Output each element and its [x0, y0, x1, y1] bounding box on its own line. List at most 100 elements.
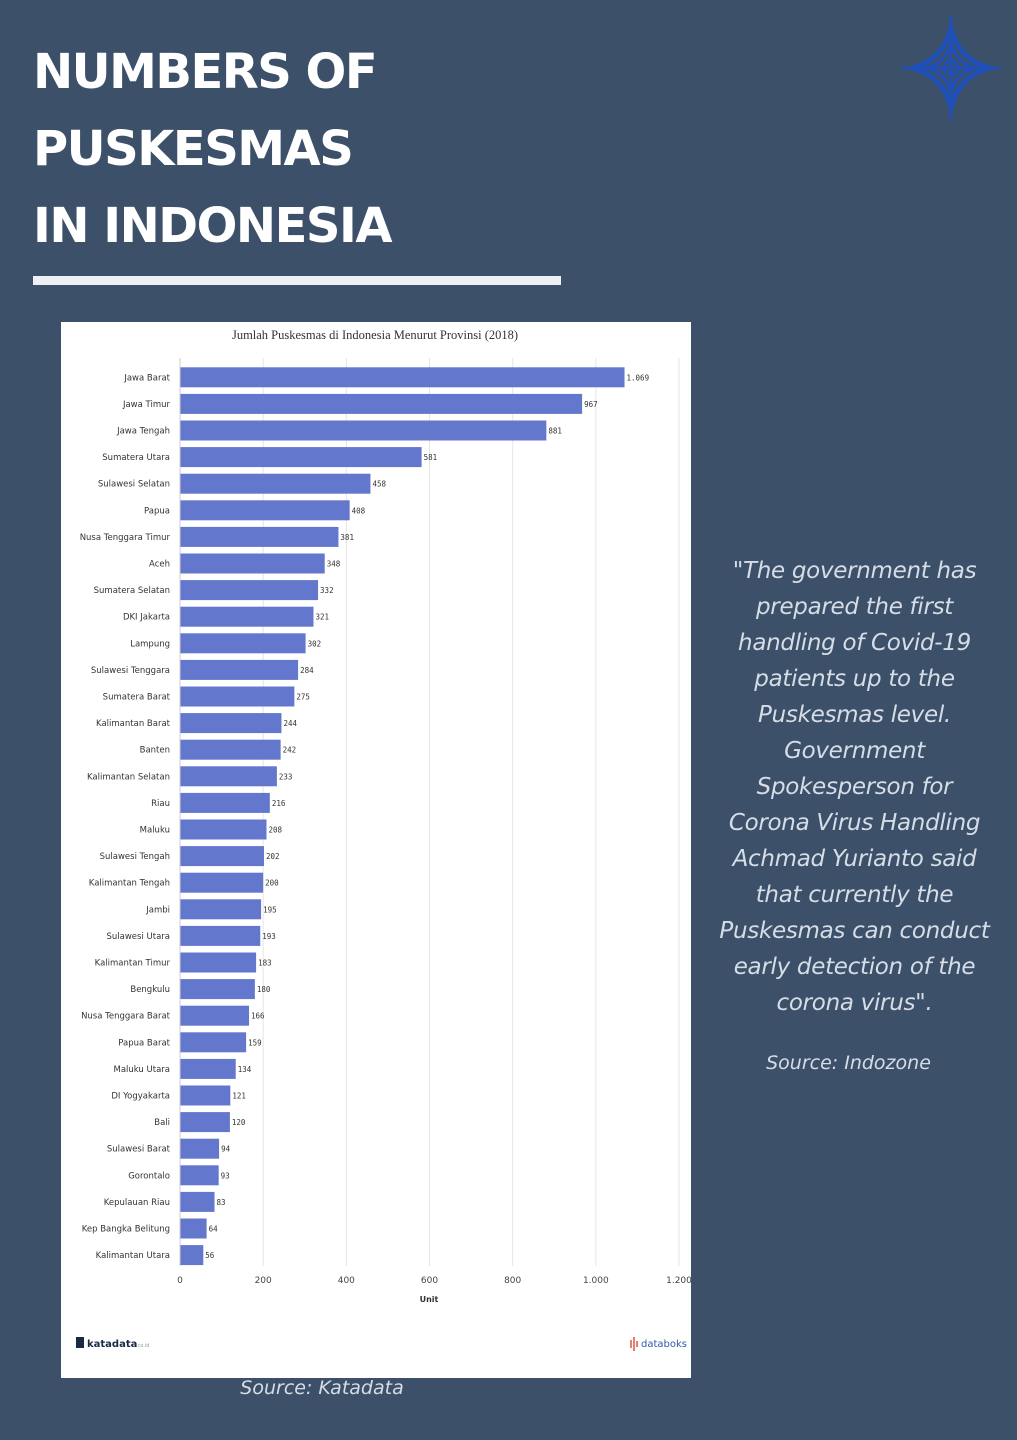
value-label: 83: [217, 1198, 226, 1207]
value-label: 193: [262, 932, 276, 941]
bar: [180, 1005, 250, 1026]
category-label: Maluku Utara: [113, 1065, 170, 1075]
quote-line: Puskesmas can conduct: [719, 918, 990, 944]
value-label: 967: [584, 400, 598, 409]
bar-chart: Jumlah Puskesmas di Indonesia Menurut Pr…: [76, 328, 691, 1351]
title-divider: [33, 276, 561, 285]
katadata-suffix: .co.id: [136, 1343, 149, 1349]
bar: [180, 952, 257, 973]
x-tick-label: 200: [255, 1276, 272, 1286]
category-label: Sulawesi Tengah: [100, 852, 170, 862]
value-label: 93: [221, 1171, 230, 1180]
category-label: Banten: [140, 746, 170, 756]
category-label: Jawa Timur: [122, 400, 171, 410]
value-label: 458: [372, 480, 386, 489]
x-tick-label: 400: [338, 1276, 355, 1286]
quote-line: early detection of the: [733, 954, 976, 980]
value-label: 244: [283, 719, 297, 728]
quote-line: patients up to the: [754, 666, 955, 692]
x-axis-label: Unit: [420, 1295, 439, 1304]
quote-line: Achmad Yurianto said: [732, 846, 977, 872]
category-label: Kalimantan Selatan: [87, 772, 170, 782]
value-label: 180: [257, 985, 271, 994]
x-tick-label: 800: [504, 1276, 521, 1286]
bar: [180, 1032, 247, 1053]
category-label: Sumatera Selatan: [94, 586, 170, 596]
value-label: 381: [340, 533, 354, 542]
value-label: 208: [268, 826, 282, 835]
x-tick-label: 1.000: [583, 1276, 609, 1286]
bar: [180, 1191, 215, 1212]
value-label: 581: [424, 453, 438, 462]
category-label: Maluku: [140, 826, 170, 836]
bar: [180, 473, 371, 494]
category-label: Sulawesi Selatan: [98, 480, 170, 490]
value-label: 233: [279, 772, 293, 781]
value-label: 202: [266, 852, 280, 861]
title-line-1: NUMBERS OF: [33, 44, 378, 100]
bar: [180, 1138, 220, 1159]
bar: [180, 500, 350, 521]
value-label: 321: [315, 613, 329, 622]
bar: [180, 1165, 219, 1186]
value-label: 1.069: [627, 373, 650, 382]
value-label: 134: [238, 1065, 252, 1074]
bar: [180, 766, 277, 787]
bar: [180, 393, 583, 414]
value-label: 302: [308, 639, 322, 648]
bar: [180, 1085, 231, 1106]
title-line-3: IN INDONESIA: [33, 198, 392, 254]
category-label: Jambi: [145, 905, 170, 915]
value-label: 200: [265, 879, 279, 888]
category-label: Nusa Tenggara Barat: [81, 1012, 171, 1022]
value-label: 183: [258, 959, 272, 968]
quote-line: "The government has: [732, 558, 977, 584]
bar: [180, 872, 264, 893]
x-tick-label: 1.200: [666, 1276, 691, 1286]
databoks-logo: databoks: [630, 1337, 687, 1351]
value-label: 166: [251, 1012, 265, 1021]
value-label: 195: [263, 905, 277, 914]
category-label: Lampung: [130, 639, 170, 649]
category-label: Papua: [144, 506, 170, 516]
quote-line: handling of Covid-19: [738, 630, 971, 656]
quote-source: Source: Indozone: [766, 1052, 931, 1074]
bar: [180, 1112, 230, 1133]
category-label: Kalimantan Tengah: [89, 879, 170, 889]
category-label: Kep Bangka Belitung: [82, 1225, 170, 1235]
category-label: Sumatera Utara: [102, 453, 170, 463]
bar: [180, 659, 299, 680]
bar: [180, 1058, 236, 1079]
category-label: Bali: [154, 1118, 170, 1128]
category-label: Kalimantan Barat: [96, 719, 171, 729]
category-label: Kepulauan Riau: [104, 1198, 170, 1208]
bar: [180, 792, 270, 813]
category-label: Nusa Tenggara Timur: [80, 533, 171, 543]
compass-star-logo-icon: [902, 16, 1000, 120]
category-label: Riau: [151, 799, 170, 809]
value-label: 56: [205, 1251, 215, 1260]
chart-source: Source: Katadata: [240, 1377, 404, 1399]
value-label: 242: [283, 746, 297, 755]
value-label: 408: [352, 506, 366, 515]
katadata-mark-icon: [76, 1337, 84, 1348]
bar: [180, 367, 625, 388]
value-label: 64: [209, 1225, 219, 1234]
category-label: Aceh: [149, 560, 170, 570]
bar: [180, 899, 262, 920]
title-line-2: PUSKESMAS: [33, 121, 354, 177]
x-tick-label: 0: [177, 1276, 183, 1286]
value-label: 121: [232, 1092, 246, 1101]
bar: [180, 819, 267, 840]
quote-line: Corona Virus Handling: [728, 810, 981, 836]
category-label: Papua Barat: [118, 1038, 170, 1048]
category-label: Jawa Barat: [123, 373, 170, 383]
katadata-logo: katadata .co.id: [76, 1337, 149, 1350]
quote-line: that currently the: [755, 882, 954, 908]
category-label: Kalimantan Timur: [95, 959, 171, 969]
bar: [180, 925, 261, 946]
category-label: Sulawesi Barat: [107, 1145, 171, 1155]
category-label: Jawa Tengah: [116, 427, 170, 437]
quote-line: Government: [784, 738, 925, 764]
category-label: Sulawesi Tenggara: [91, 666, 170, 676]
